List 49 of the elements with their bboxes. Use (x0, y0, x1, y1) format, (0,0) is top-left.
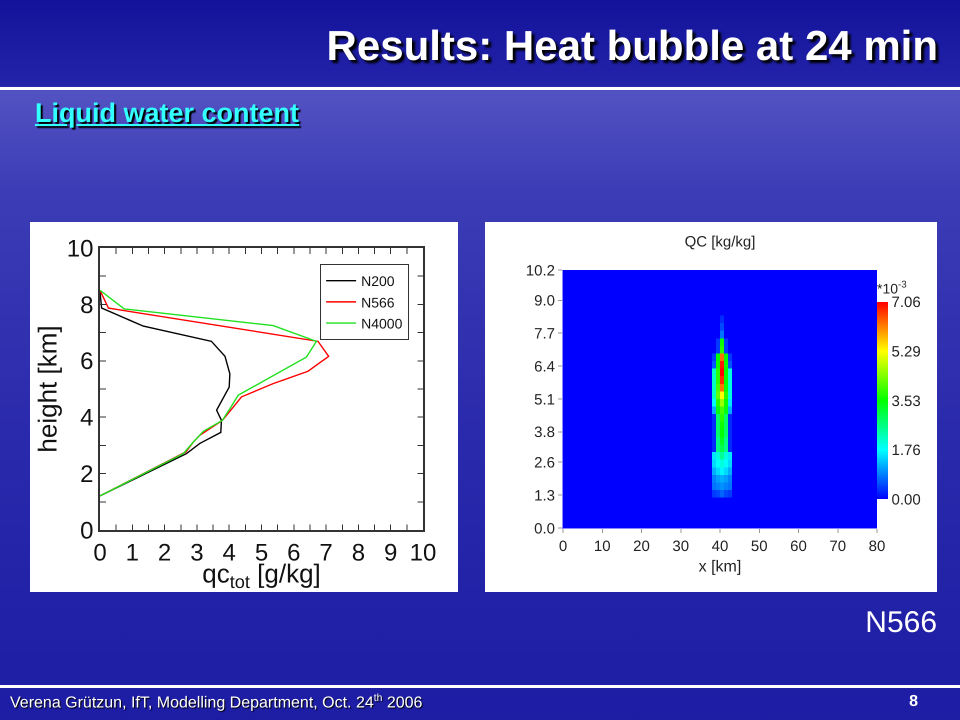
legend-label: N200 (361, 273, 395, 290)
y-tick-label: 6.4 (534, 358, 555, 376)
legend-label: N566 (361, 294, 395, 310)
y-tick-label: 1.3 (534, 487, 555, 504)
x-tick-label: 0 (558, 538, 568, 555)
y-tick-label: 7.7 (534, 325, 555, 342)
x-tick-label: 70 (829, 538, 846, 555)
color-bar-label: 7.06 (892, 294, 921, 312)
x-axis-title: x [km] (698, 558, 742, 576)
y-tick-label: 8 (80, 292, 94, 319)
y-tick-label: 10 (66, 235, 94, 262)
x-tick-label: 9 (384, 540, 398, 567)
text: Results: Heat bubble at 24 min (326, 22, 938, 70)
y-tick-label: 4 (80, 404, 94, 432)
color-bar-label: 1.76 (892, 442, 921, 460)
color-bar-label: 0.00 (892, 491, 921, 508)
y-axis-title: height [km] (32, 325, 63, 453)
x-tick-label: 50 (750, 538, 768, 555)
color-bar-label: 5.29 (892, 344, 921, 361)
color-bar-title: *10$^{-3}$ (877, 280, 908, 297)
x-tick-label: 1 (126, 540, 139, 567)
y-tick-label: 2.6 (534, 454, 555, 472)
x-tick-label: 20 (633, 538, 650, 555)
y-tick-label: 10.2 (526, 262, 555, 280)
y-tick-label: 6 (80, 348, 94, 376)
x-tick-label: 3 (190, 540, 204, 567)
x-tick-label: 7 (319, 540, 333, 567)
x-tick-label: 40 (712, 538, 728, 555)
text: 8 (909, 693, 918, 711)
text: Verena Grützun, IfT, Modelling Department, Oct. 24$^{th}$ 2006 (10, 693, 422, 712)
y-tick-label: 2 (80, 461, 94, 488)
y-tick-label: 0.0 (534, 520, 555, 538)
x-tick-label: 10 (410, 540, 436, 567)
x-tick-label: 80 (868, 538, 886, 555)
x-tick-label: 30 (672, 538, 690, 555)
x-tick-label: 10 (594, 538, 611, 555)
x-tick-label: 60 (790, 538, 807, 555)
y-tick-label: 3.8 (534, 424, 555, 442)
x-tick-label: 8 (352, 540, 366, 567)
text: N566 (865, 606, 937, 639)
x-tick-label: 2 (158, 540, 172, 567)
y-tick-label: 5.1 (534, 391, 555, 408)
color-bar-label: 3.53 (892, 392, 921, 410)
y-tick-label: 9.0 (534, 292, 555, 310)
chart-title: QC [kg/kg] (684, 233, 756, 250)
x-tick-label: 4 (222, 540, 236, 567)
line-series (100, 291, 231, 497)
chart-subtitle: Liquid water content (35, 98, 300, 129)
legend-label: N4000 (361, 316, 403, 332)
